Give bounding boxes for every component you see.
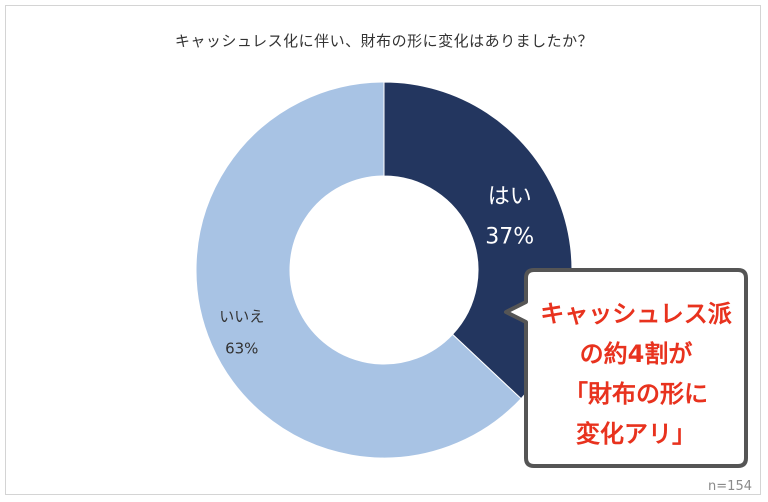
- callout-line-2: 「財布の形に: [564, 380, 708, 408]
- chart-title: キャッシュレス化に伴い、財布の形に変化はありましたか？: [174, 32, 594, 50]
- callout-line-1: の約4割が: [580, 340, 693, 368]
- slice-label-0: はい: [488, 185, 532, 210]
- slice-value-1: 63%: [225, 340, 258, 358]
- callout-line-0: キャッシュレス派: [540, 300, 732, 328]
- slice-label-1: いいえ: [219, 308, 264, 326]
- callout-bubble: [504, 268, 748, 468]
- slice-1: [195, 81, 522, 459]
- sample-size-label: n=154: [708, 479, 752, 494]
- slice-value-0: 37%: [485, 225, 534, 250]
- callout-line-3: 変化アリ」: [576, 420, 696, 448]
